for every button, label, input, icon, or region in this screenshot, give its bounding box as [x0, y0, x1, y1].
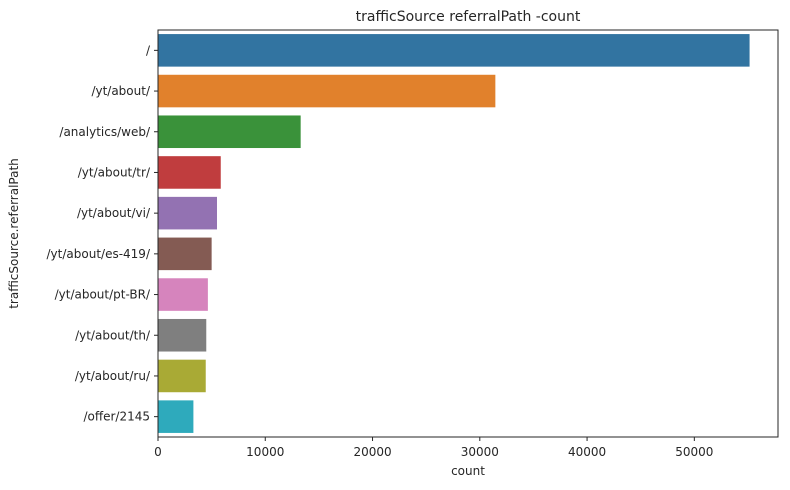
bar-4	[158, 196, 217, 230]
y-tick-label: /yt/about/ru/	[75, 369, 151, 383]
bar-5	[158, 237, 212, 271]
x-tick-label: 50000	[675, 445, 713, 459]
bar-7	[158, 318, 207, 352]
bar-0	[158, 34, 750, 67]
x-axis-ticks: 0 10000 20000 30000 40000 50000	[154, 437, 713, 459]
y-tick-label: /yt/about/vi/	[77, 206, 151, 220]
y-tick-label: /yt/about/es-419/	[47, 247, 151, 261]
x-tick-label: 0	[154, 445, 162, 459]
y-axis-ticks: / /yt/about/ /analytics/web/ /yt/about/tr/ /…	[47, 43, 158, 424]
bar-1	[158, 74, 496, 108]
y-tick-label: /analytics/web/	[59, 125, 151, 139]
plot-frame	[157, 29, 779, 438]
y-tick-label: /yt/about/th/	[75, 328, 151, 342]
x-tick-label: 10000	[246, 445, 284, 459]
y-tick-label: /yt/about/	[91, 84, 151, 98]
bars-group	[158, 34, 750, 433]
x-tick-label: 20000	[353, 445, 391, 459]
y-tick-label: /	[146, 43, 151, 57]
bar-3	[158, 156, 221, 189]
bar-9	[158, 400, 194, 433]
bar-8	[158, 359, 206, 393]
bar-6	[158, 278, 208, 311]
bar-2	[158, 115, 301, 149]
y-tick-label: /offer/2145	[83, 410, 150, 424]
x-tick-label: 30000	[461, 445, 499, 459]
y-axis-label: trafficSource.referralPath	[7, 158, 21, 309]
x-axis-label: count	[451, 464, 485, 478]
x-tick-label: 40000	[568, 445, 606, 459]
y-tick-label: /yt/about/tr/	[78, 165, 151, 179]
chart-title: trafficSource referralPath -count	[356, 9, 581, 25]
y-tick-label: /yt/about/pt-BR/	[55, 288, 151, 302]
